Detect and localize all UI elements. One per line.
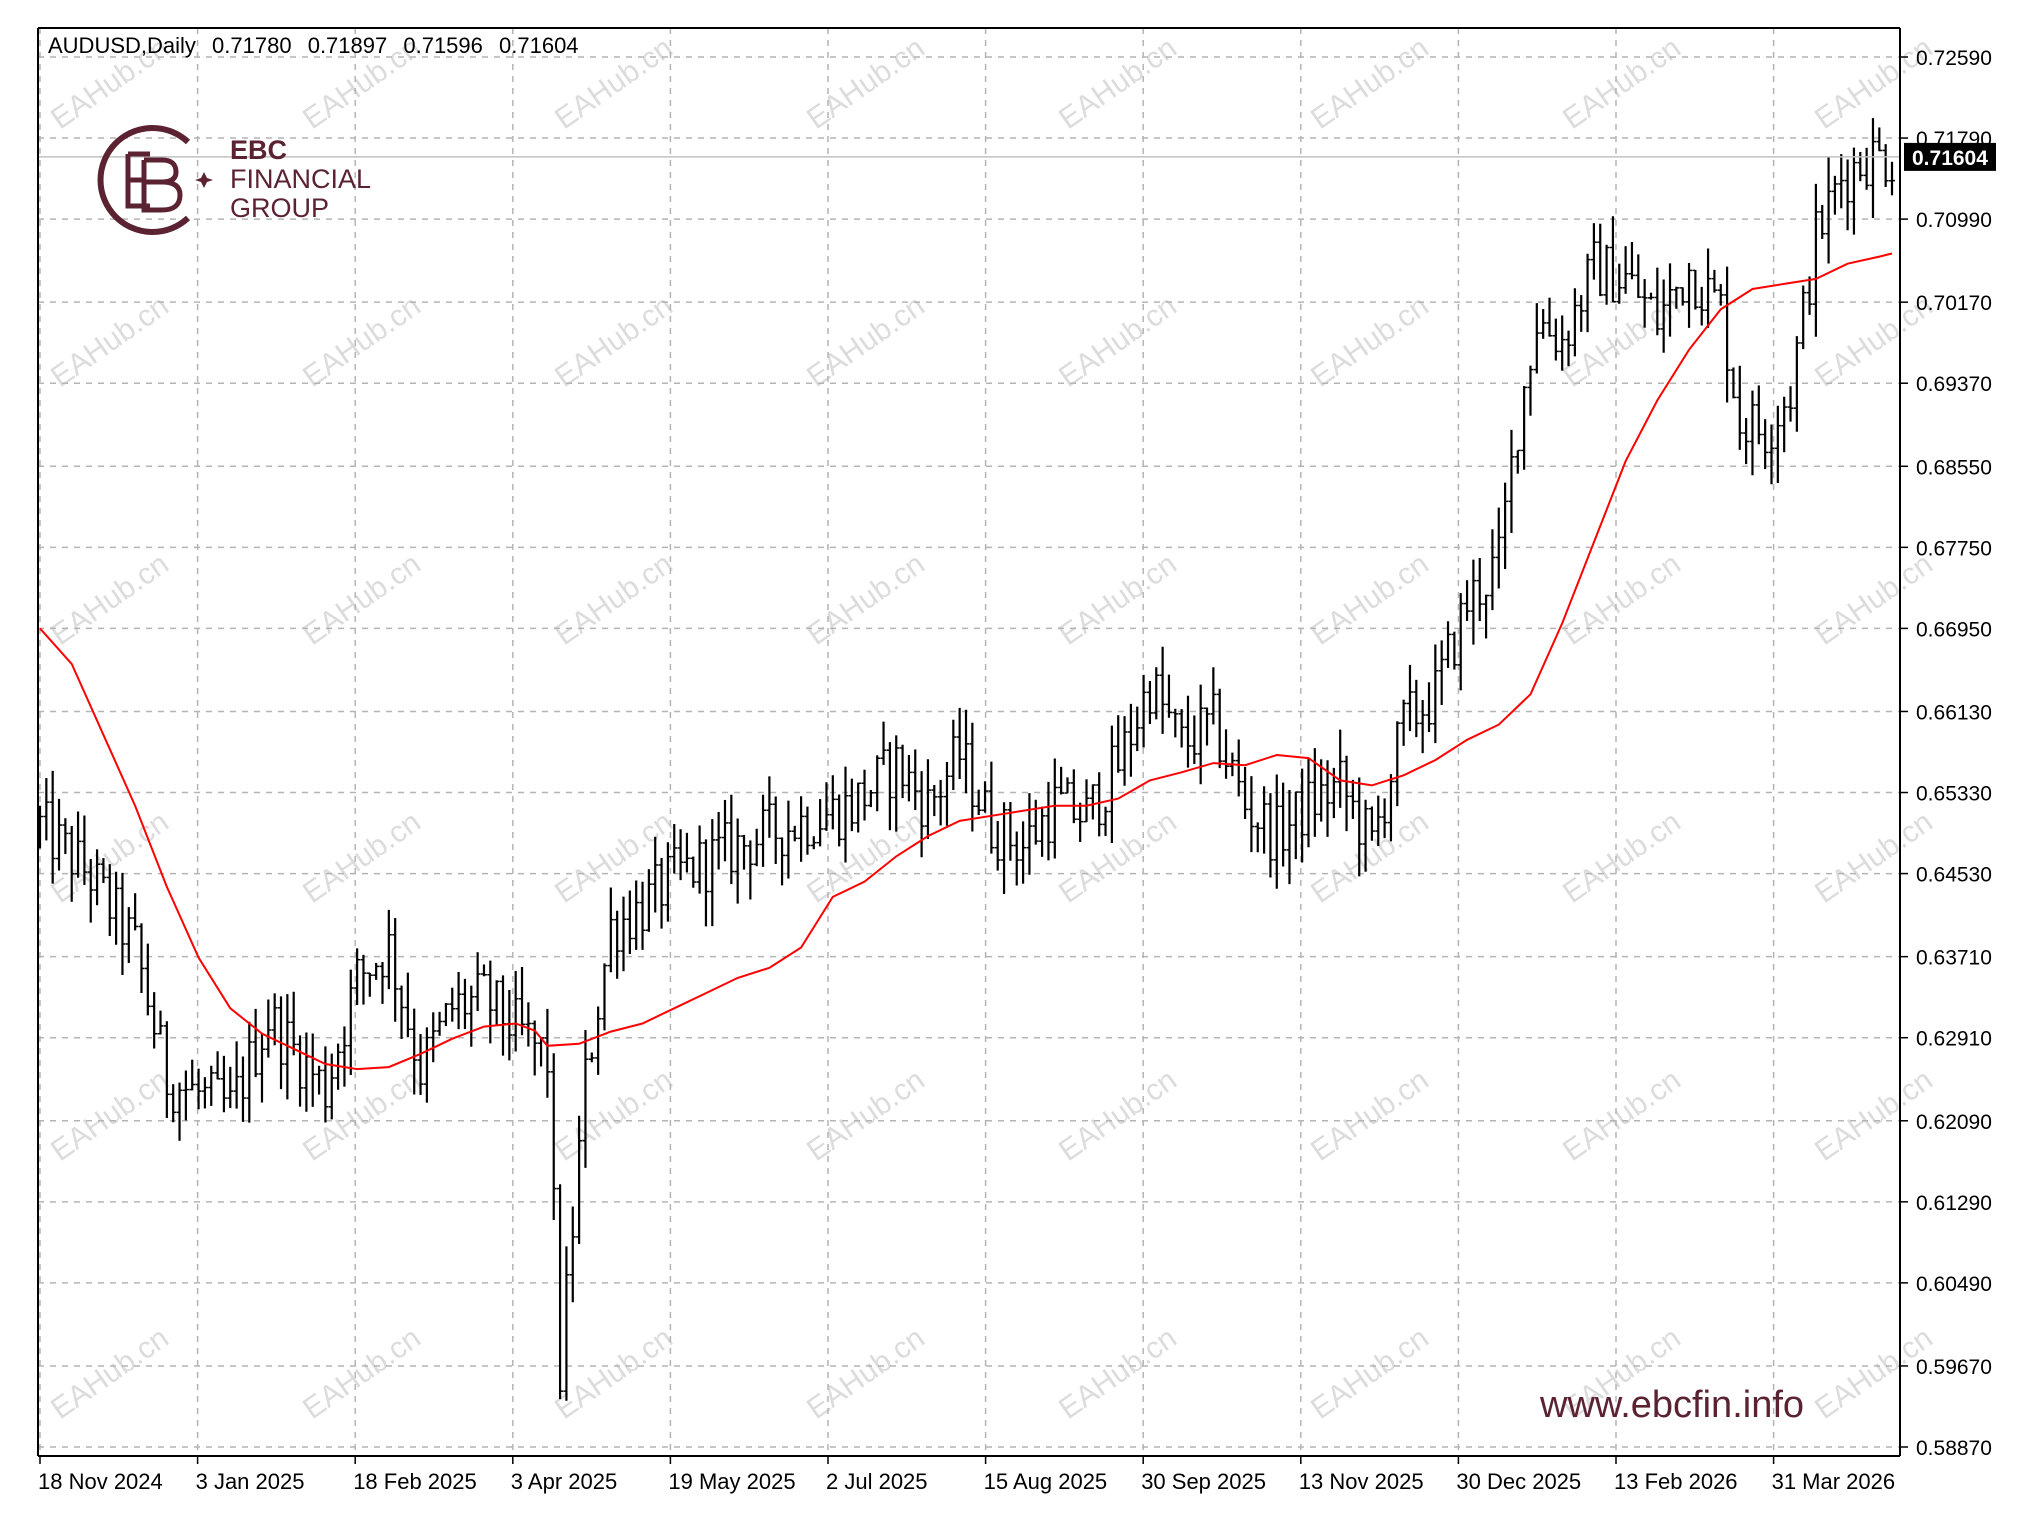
- y-tick-label: 0.70990: [1916, 209, 1992, 232]
- y-tick-label: 0.70170: [1916, 292, 1992, 315]
- symbol-label: AUDUSD,Daily: [48, 33, 196, 58]
- watermark-text: EAHub.cn: [297, 805, 427, 910]
- watermark-text: EAHub.cn: [801, 1321, 931, 1426]
- high-value: 0.71897: [307, 33, 388, 58]
- watermark-text: EAHub.cn: [549, 1321, 679, 1426]
- watermark-text: EAHub.cn: [297, 289, 427, 394]
- y-tick-label: 0.64530: [1916, 864, 1992, 887]
- watermark-text: EAHub.cn: [1053, 547, 1183, 652]
- ebc-logo: EBC FINANCIAL GROUP: [92, 120, 392, 240]
- watermark-text: EAHub.cn: [801, 31, 931, 136]
- x-tick-label: 13 Feb 2026: [1614, 1469, 1738, 1494]
- watermark-text: EAHub.cn: [549, 805, 679, 910]
- watermark-text: EAHub.cn: [1557, 805, 1687, 910]
- y-tick-label: 0.59670: [1916, 1356, 1992, 1379]
- watermark-text: EAHub.cn: [1557, 547, 1687, 652]
- watermark-text: EAHub.cn: [801, 1063, 931, 1168]
- watermark-text: EAHub.cn: [45, 1063, 175, 1168]
- watermark-text: EAHub.cn: [1809, 805, 1939, 910]
- watermark-text: EAHub.cn: [1557, 31, 1687, 136]
- watermark-text: EAHub.cn: [1053, 1321, 1183, 1426]
- price-tag-label: 0.71604: [1912, 147, 1988, 170]
- y-tick-label: 0.62910: [1916, 1028, 1992, 1051]
- watermark-text: EAHub.cn: [1053, 805, 1183, 910]
- x-tick-label: 19 May 2025: [668, 1469, 795, 1494]
- watermark-text: EAHub.cn: [45, 289, 175, 394]
- watermark-text: EAHub.cn: [801, 289, 931, 394]
- watermark-text: EAHub.cn: [1305, 1063, 1435, 1168]
- y-tick-label: 0.66950: [1916, 618, 1992, 641]
- chart-frame: [37, 27, 1901, 1457]
- low-value: 0.71596: [403, 33, 483, 58]
- watermark-text: EAHub.cn: [1053, 31, 1183, 136]
- y-tick-label: 0.58870: [1916, 1437, 1992, 1460]
- moving-average-line: [39, 252, 1893, 1071]
- y-tick-label: 0.60490: [1916, 1273, 1992, 1296]
- watermark-text: EAHub.cn: [297, 547, 427, 652]
- watermark-layer: EAHub.cn EAHub.cn EAHub.cn EAHub.cn EAHub.cn…: [45, 31, 1939, 1426]
- x-tick-label: 13 Nov 2025: [1299, 1469, 1424, 1494]
- x-tick-label: 31 Mar 2026: [1772, 1469, 1896, 1494]
- grid: [38, 28, 1900, 1456]
- x-tick-label: 2 Jul 2025: [826, 1469, 928, 1494]
- watermark-text: EAHub.cn: [549, 289, 679, 394]
- website-url: www.ebcfin.info: [1540, 1384, 1805, 1426]
- y-tick-label: 0.68550: [1916, 456, 1992, 479]
- close-value: 0.71604: [499, 33, 579, 58]
- y-tick-label: 0.69370: [1916, 373, 1992, 396]
- y-tick-label: 0.61290: [1916, 1192, 1992, 1215]
- watermark-text: EAHub.cn: [297, 1063, 427, 1168]
- watermark-text: EAHub.cn: [549, 547, 679, 652]
- logo-text: EBC FINANCIAL GROUP: [230, 136, 371, 223]
- watermark-text: EAHub.cn: [801, 547, 931, 652]
- y-tick-label: 0.62090: [1916, 1111, 1992, 1134]
- y-tick-label: 0.66130: [1916, 701, 1992, 724]
- x-tick-label: 15 Aug 2025: [984, 1469, 1108, 1494]
- logo-brand: EBC: [230, 135, 288, 165]
- watermark-text: EAHub.cn: [45, 1321, 175, 1426]
- x-tick-label: 18 Nov 2024: [38, 1469, 163, 1494]
- x-axis: 18 Nov 2024 3 Jan 2025 18 Feb 2025 3 Apr 20…: [38, 1456, 1895, 1494]
- x-tick-label: 3 Apr 2025: [511, 1469, 617, 1494]
- watermark-text: EAHub.cn: [1305, 289, 1435, 394]
- open-value: 0.71780: [212, 33, 292, 58]
- watermark-text: EAHub.cn: [1053, 1063, 1183, 1168]
- symbol-info: AUDUSD,Daily 0.71780 0.71897 0.71596 0.7…: [48, 33, 589, 59]
- watermark-text: EAHub.cn: [1305, 805, 1435, 910]
- logo-line-2: FINANCIAL: [230, 164, 372, 194]
- watermark-text: EAHub.cn: [45, 547, 175, 652]
- price-tag-bg: [1904, 142, 1996, 171]
- y-tick-label: 0.67750: [1916, 537, 1992, 560]
- watermark-text: EAHub.cn: [1305, 1321, 1435, 1426]
- y-axis: 0.725900.717900.709900.701700.693700.685…: [1900, 47, 1992, 1460]
- watermark-text: EAHub.cn: [1053, 289, 1183, 394]
- watermark-text: EAHub.cn: [1305, 547, 1435, 652]
- y-tick-label: 0.72590: [1916, 47, 1992, 70]
- ebc-logo-icon: [97, 125, 213, 235]
- x-tick-label: 30 Dec 2025: [1456, 1469, 1581, 1494]
- watermark-text: EAHub.cn: [549, 1063, 679, 1168]
- price-bars: [37, 118, 1895, 1401]
- x-tick-label: 30 Sep 2025: [1141, 1469, 1266, 1494]
- y-tick-label: 0.65330: [1916, 783, 1992, 806]
- watermark-text: EAHub.cn: [1305, 31, 1435, 136]
- watermark-text: EAHub.cn: [1557, 1063, 1687, 1168]
- current-price-tag: 0.71604: [1904, 142, 1996, 171]
- logo-line-3: GROUP: [230, 193, 330, 223]
- x-tick-label: 18 Feb 2025: [353, 1469, 477, 1494]
- y-tick-label: 0.63710: [1916, 947, 1992, 970]
- x-tick-label: 3 Jan 2025: [196, 1469, 305, 1494]
- watermark-text: EAHub.cn: [297, 1321, 427, 1426]
